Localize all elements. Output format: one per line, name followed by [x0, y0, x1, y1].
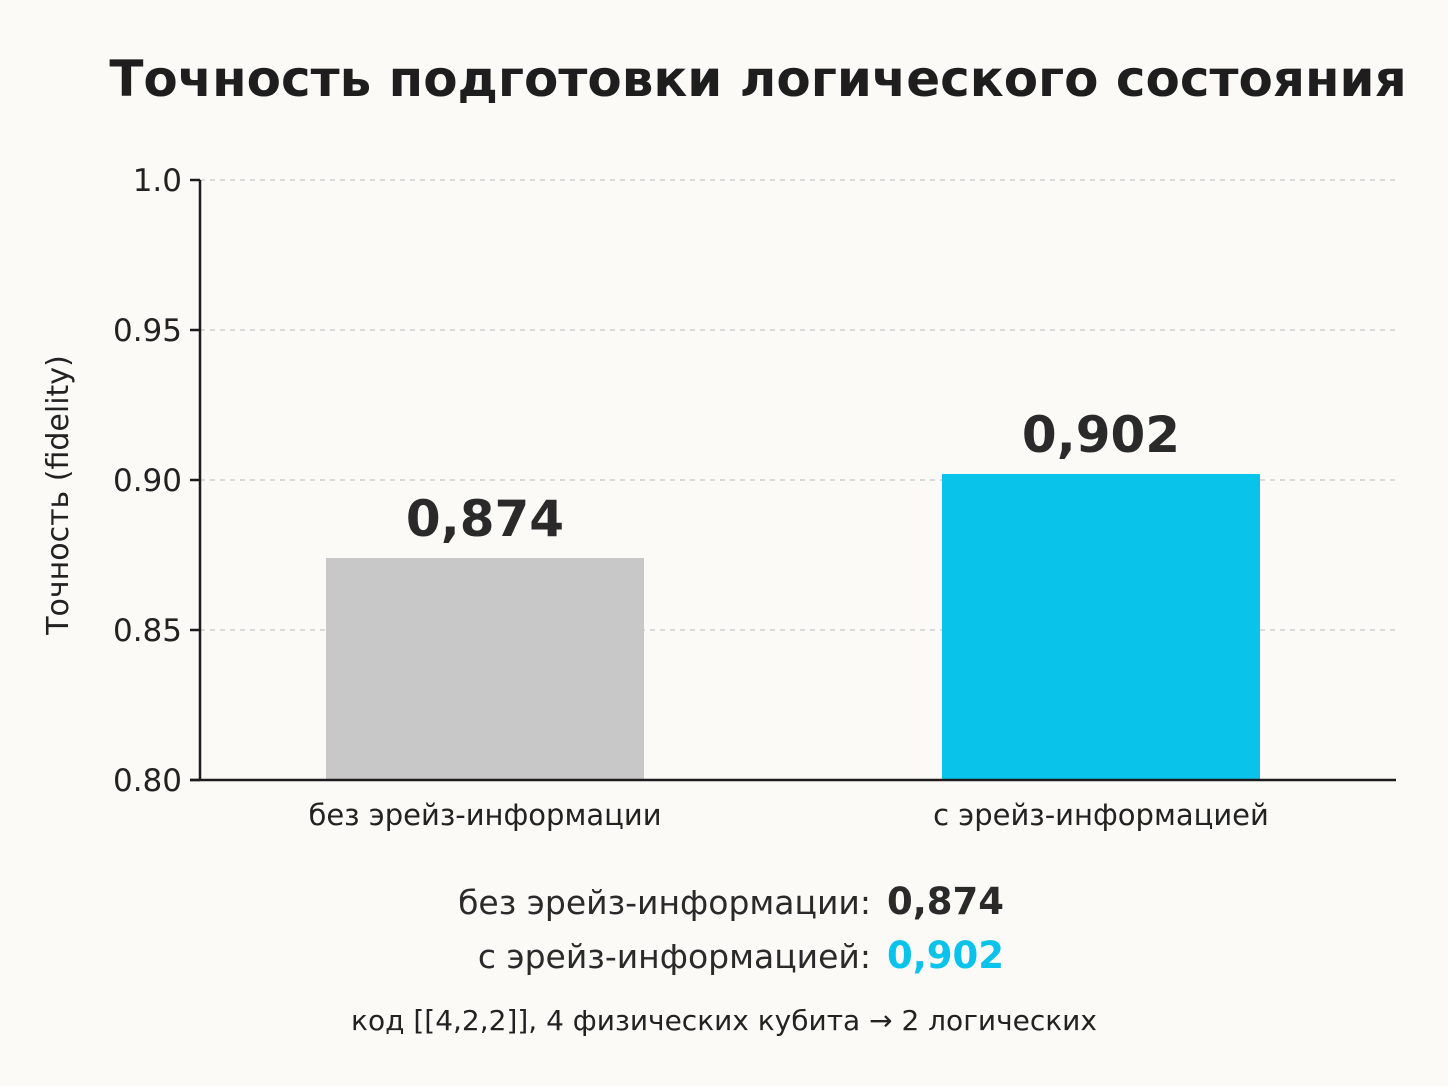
bar-chart: Точность подготовки логического состояни…	[41, 50, 1407, 832]
summary-row-without-erasure: без эрейз-информации: 0,874	[0, 880, 1448, 934]
x-category-label: с эрейз-информацией	[933, 798, 1269, 832]
y-tick-labels: 0.80 0.85 0.90 0.95 1.0	[113, 163, 182, 799]
bar	[326, 558, 644, 780]
summary-panel: без эрейз-информации: 0,874 с эрейз-инфо…	[0, 880, 1448, 1037]
summary-label-with-erasure: с эрейз-информацией:	[477, 937, 871, 976]
y-tick-label: 0.80	[113, 763, 182, 799]
bar-value-label: 0,902	[1022, 406, 1180, 464]
y-tick-label: 0.95	[113, 313, 182, 349]
bars: 0,874 без эрейз-информации 0,902 с эрейз-ин…	[308, 406, 1268, 832]
bar	[942, 474, 1260, 780]
y-tick-label: 0.90	[113, 463, 182, 499]
axes	[190, 178, 1396, 782]
bar-value-label: 0,874	[406, 490, 564, 548]
summary-label-without-erasure: без эрейз-информации:	[458, 883, 871, 922]
y-tick-label: 0.85	[113, 613, 182, 649]
y-tick-label: 1.0	[133, 163, 182, 199]
summary-value-with-erasure: 0,902	[887, 934, 1005, 977]
x-category-label: без эрейз-информации	[308, 798, 661, 832]
code-footnote: код [[4,2,2]], 4 физических кубита → 2 л…	[351, 1004, 1097, 1037]
summary-value-without-erasure: 0,874	[887, 880, 1005, 923]
chart-title: Точность подготовки логического состояни…	[109, 50, 1406, 108]
summary-row-with-erasure: с эрейз-информацией: 0,902	[0, 934, 1448, 988]
y-axis-title: Точность (fidelity)	[41, 355, 76, 636]
